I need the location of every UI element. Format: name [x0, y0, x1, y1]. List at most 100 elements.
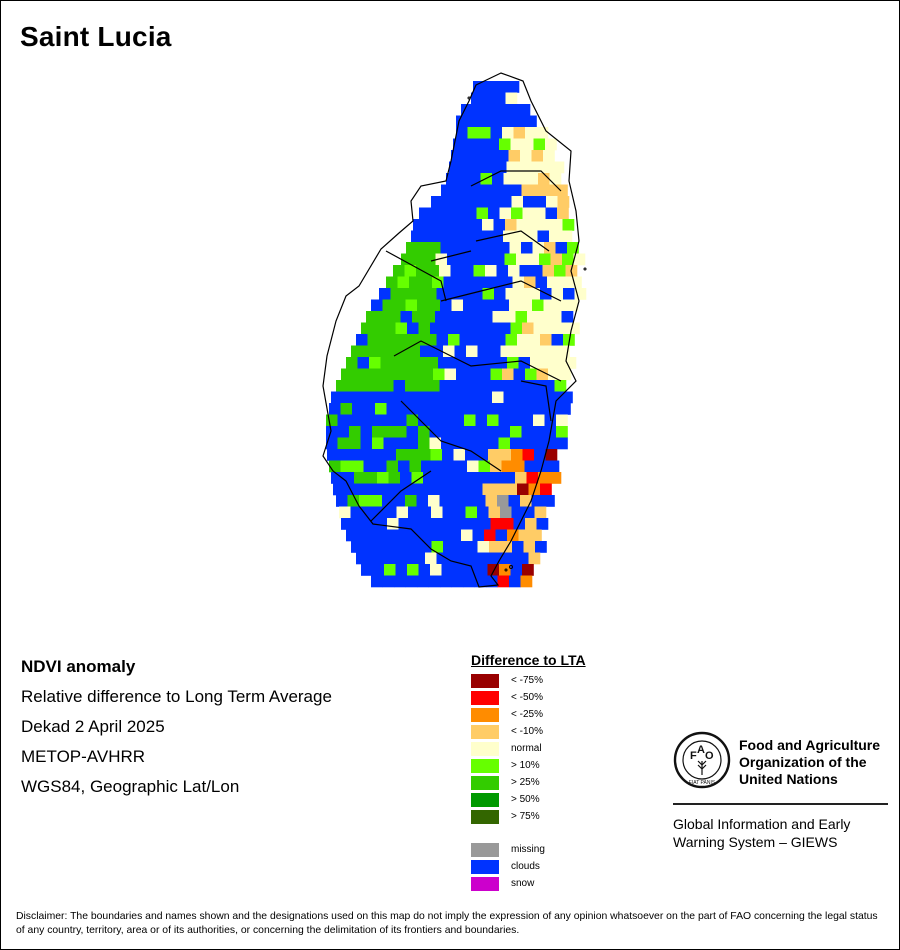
ndvi-pixel	[490, 403, 502, 415]
ndvi-pixel	[356, 552, 368, 565]
ndvi-pixel	[407, 564, 419, 576]
ndvi-pixel	[495, 104, 508, 116]
ndvi-pixel	[467, 368, 480, 381]
ndvi-pixel	[360, 437, 373, 450]
ndvi-pixel	[494, 288, 506, 300]
ndvi-pixel	[375, 460, 387, 473]
ndvi-pixel	[441, 426, 453, 438]
ndvi-pixel	[433, 368, 445, 381]
ndvi-pixel	[373, 449, 385, 461]
legend-swatch	[471, 674, 499, 688]
ndvi-pixel	[535, 345, 547, 358]
ndvi-pixel	[518, 104, 531, 116]
ndvi-pixel	[531, 265, 543, 277]
ndvi-pixel	[487, 184, 499, 197]
ndvi-pixel	[507, 81, 520, 93]
ndvi-pixel	[430, 564, 442, 576]
ndvi-pixel	[444, 368, 457, 381]
ndvi-pixel	[425, 334, 437, 346]
ndvi-pixel	[475, 184, 488, 197]
ndvi-pixel	[372, 414, 384, 427]
ndvi-pixel	[452, 437, 465, 450]
ndvi-pixel	[547, 403, 560, 415]
ndvi-pixel	[534, 506, 547, 519]
ndvi-pixel	[329, 460, 341, 473]
ndvi-pixel	[356, 334, 368, 346]
ndvi-pixel	[545, 207, 558, 220]
disclaimer: Disclaimer: The boundaries and names sho…	[16, 911, 878, 936]
ndvi-pixel	[347, 380, 360, 392]
map-info-block: NDVI anomaly Relative difference to Long…	[21, 657, 332, 807]
ndvi-pixel	[515, 391, 527, 404]
ndvi-pixel	[416, 495, 429, 507]
ndvi-pixel	[556, 414, 568, 427]
ndvi-pixel	[531, 380, 544, 392]
ndvi-pixel	[520, 150, 532, 162]
ndvi-pixel	[341, 368, 353, 381]
ndvi-pixel	[505, 288, 518, 300]
ndvi-pixel	[448, 288, 460, 300]
ndvi-pixel	[538, 173, 550, 185]
ndvi-pixel	[500, 541, 513, 553]
ndvi-pixel	[352, 403, 364, 415]
ndvi-pixel	[390, 334, 403, 346]
ndvi-pixel	[427, 265, 440, 277]
ndvi-pixel	[510, 426, 522, 438]
ndvi-pixel	[375, 403, 387, 415]
ndvi-pixel	[459, 552, 472, 565]
ndvi-pixel	[510, 414, 522, 427]
ndvi-pixel	[528, 552, 541, 565]
legend-extra-classes: missing clouds snow	[471, 842, 586, 893]
ndvi-pixel	[457, 472, 470, 484]
ndvi-pixel	[476, 138, 488, 151]
ndvi-pixel	[534, 196, 547, 208]
ndvi-pixel	[471, 483, 483, 496]
ndvi-pixel	[337, 414, 350, 427]
ndvi-pixel	[479, 518, 491, 530]
ndvi-pixel	[523, 506, 535, 519]
ndvi-pixel	[409, 403, 422, 415]
ndvi-pixel	[329, 403, 341, 415]
ndvi-pixel	[508, 495, 521, 507]
ndvi-pixel	[400, 391, 412, 404]
ndvi-pixel	[559, 403, 571, 415]
ndvi-pixel	[364, 368, 376, 381]
ndvi-pixel	[487, 414, 499, 427]
ndvi-pixel	[500, 345, 513, 358]
ndvi-pixel	[477, 506, 489, 519]
ndvi-pixel	[521, 242, 533, 254]
ndvi-pixel	[388, 472, 401, 484]
ndvi-pixel	[448, 334, 460, 346]
ndvi-pixel	[465, 196, 478, 208]
ndvi-pixel	[490, 368, 503, 381]
ndvi-pixel	[503, 173, 516, 185]
ndvi-pixel	[494, 483, 506, 496]
ndvi-pixel	[462, 380, 475, 392]
ndvi-pixel	[408, 345, 421, 358]
ndvi-pixel	[510, 322, 523, 335]
ndvi-pixel	[538, 311, 551, 323]
ndvi-pixel	[467, 115, 480, 128]
ndvi-pixel	[347, 495, 360, 507]
ndvi-pixel	[354, 391, 366, 404]
ndvi-pixel	[410, 368, 422, 381]
ndvi-pixel	[512, 541, 524, 553]
ndvi-pixel	[448, 483, 460, 496]
ndvi-pixel	[389, 311, 401, 323]
ndvi-pixel	[436, 334, 449, 346]
ndvi-pixel	[548, 368, 560, 381]
ndvi-pixel	[563, 334, 575, 346]
ndvi-pixel	[385, 541, 398, 553]
ndvi-pixel	[476, 564, 488, 576]
legend-classes: < -75% < -50% < -25% < -10% normal > 10% > 25%…	[471, 673, 586, 826]
ndvi-pixel	[492, 391, 504, 404]
ndvi-pixel	[446, 472, 458, 484]
ndvi-pixel	[513, 115, 526, 128]
ndvi-pixel	[400, 472, 412, 484]
ndvi-pixel	[512, 276, 525, 289]
ndvi-pixel	[429, 242, 441, 254]
ndvi-pixel	[386, 403, 399, 415]
svg-text:FIAT PANIS: FIAT PANIS	[689, 780, 716, 786]
ndvi-pixel	[490, 115, 503, 128]
ndvi-pixel	[474, 495, 486, 507]
